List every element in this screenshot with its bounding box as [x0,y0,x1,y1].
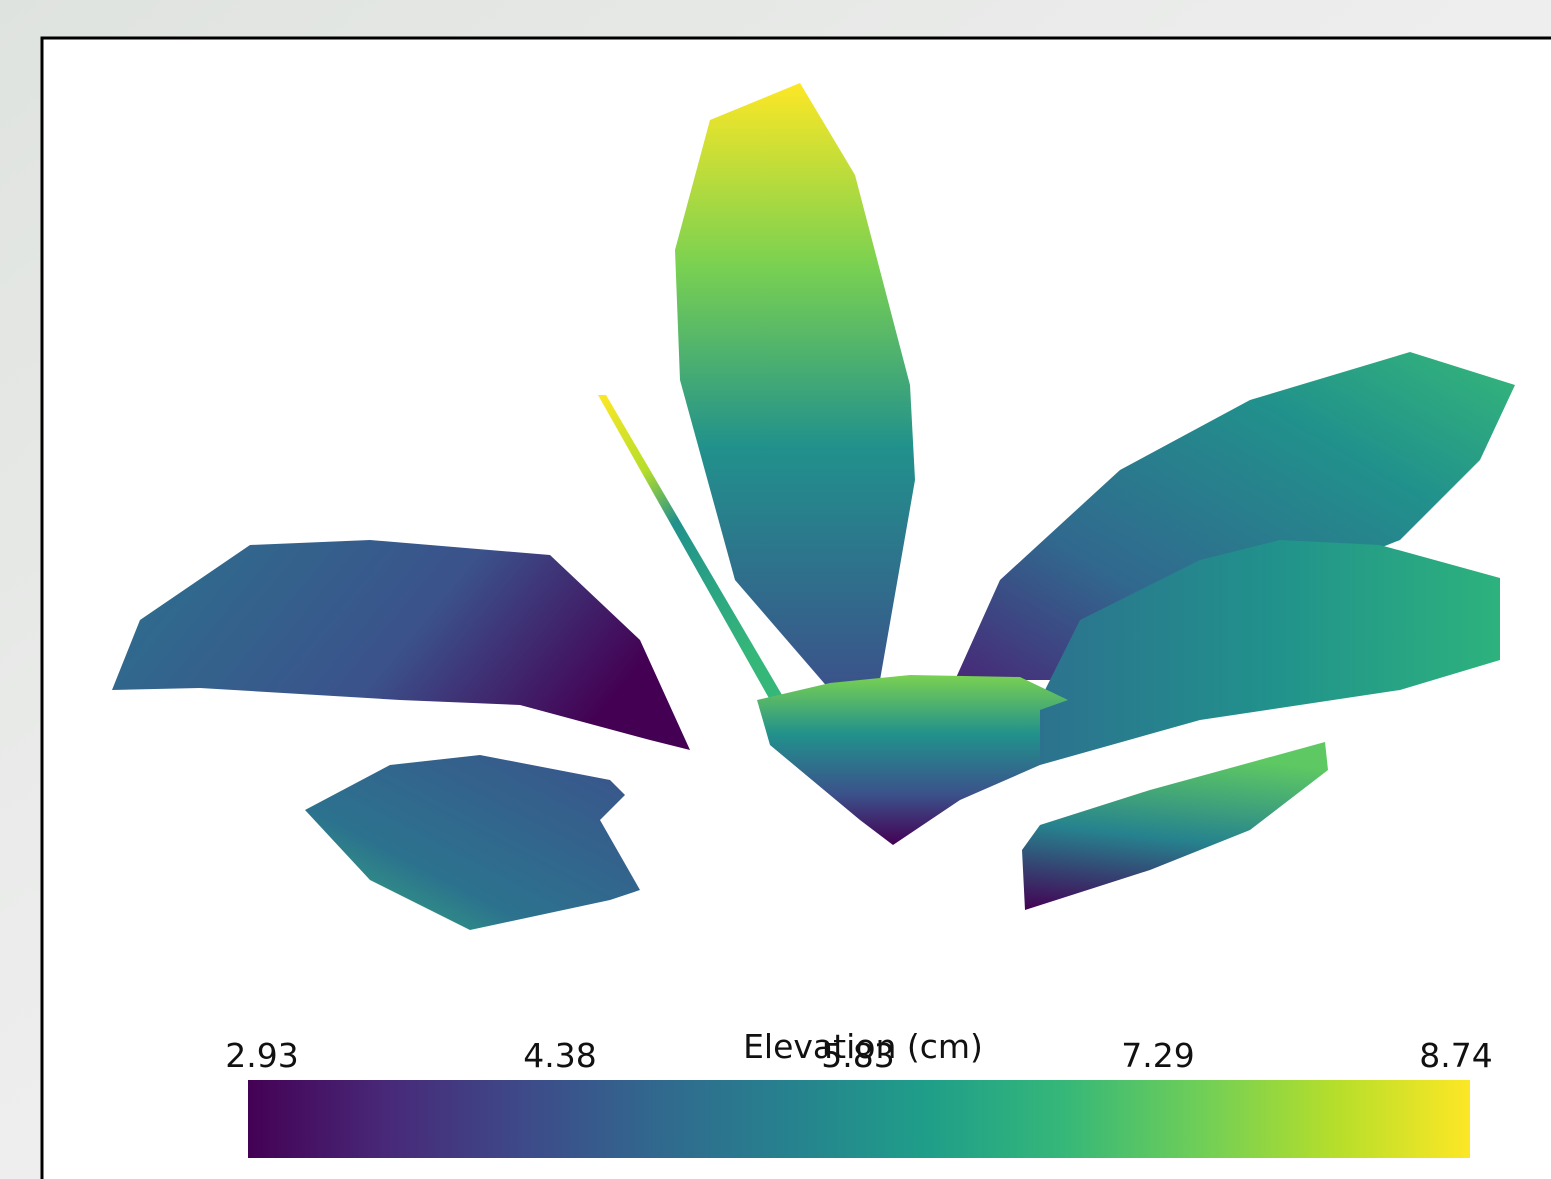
colorbar-tick-label: 8.74 [1419,1036,1492,1075]
colorbar-tick-label: 5.83 [821,1036,894,1075]
render-view: Elevation (cm) 2.934.385.837.298.74 [0,0,1551,1179]
colorbar-tick-label: 2.93 [225,1036,298,1075]
colorbar-tick-label: 4.38 [523,1036,596,1075]
colorbar-tick-label: 7.29 [1121,1036,1194,1075]
colorbar [248,1080,1470,1158]
